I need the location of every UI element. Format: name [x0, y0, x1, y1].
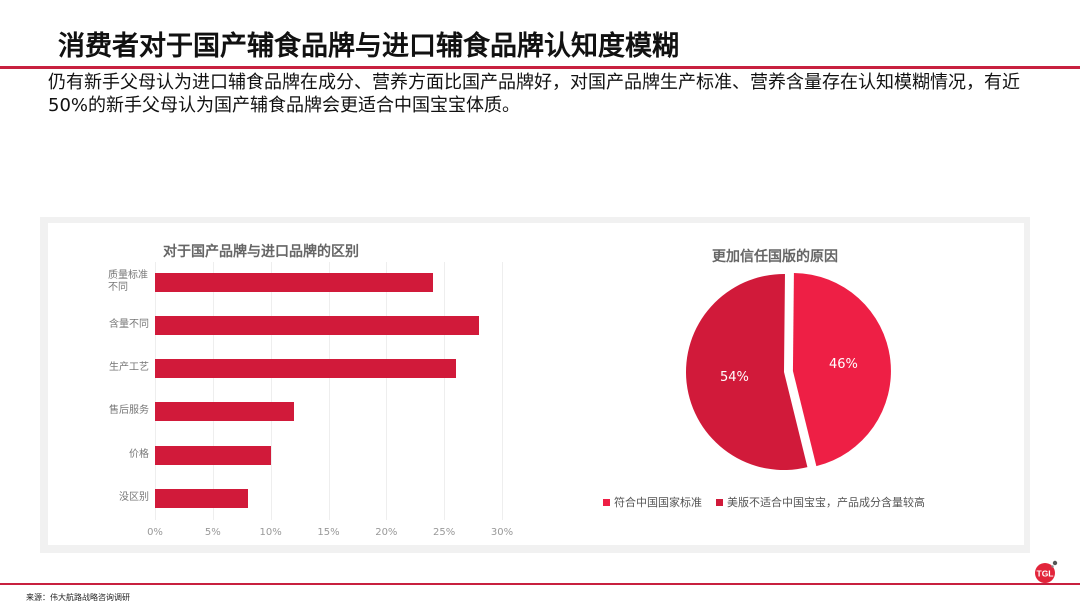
legend-label: 美版不适合中国宝宝，产品成分含量较高: [727, 496, 925, 509]
bar: [155, 489, 248, 508]
x-tick-label: 25%: [433, 527, 456, 538]
page-title: 消费者对于国产辅食品牌与进口辅食品牌认知度模糊: [58, 31, 679, 62]
legend-swatch-icon: [603, 498, 610, 506]
page-subtitle: 仍有新手父母认为进口辅食品牌在成分、营养方面比国产品牌好，对国产品牌生产标准、营…: [48, 72, 1020, 116]
pie-label-54: 54%: [720, 370, 749, 385]
pie-slice: [685, 274, 808, 470]
tgl-logo-icon: TGL: [1035, 560, 1058, 583]
bar: [155, 359, 456, 378]
pie-chart: [685, 272, 891, 470]
gridline: [386, 262, 388, 520]
legend-swatch-icon: [716, 498, 723, 506]
pie-legend: 符合中国国家标准 美版不适合中国宝宝，产品成分含量较高: [603, 494, 939, 510]
pie-chart-title: 更加信任国版的原因: [712, 249, 838, 265]
gridline: [212, 262, 214, 520]
bar: [155, 273, 433, 292]
bar-category-label: 价格: [129, 449, 149, 460]
bar-category-label: 生产工艺: [109, 362, 149, 373]
bar-category-label: 含量不同: [109, 319, 149, 330]
x-tick-label: 10%: [259, 527, 282, 538]
title-divider: [0, 66, 1080, 69]
legend-item-us-version-unsuitable: 美版不适合中国宝宝，产品成分含量较高: [716, 494, 925, 510]
source-note: 来源：伟大航路战略咨询调研: [26, 593, 130, 602]
x-tick-label: 20%: [375, 527, 398, 538]
gridline: [270, 262, 272, 520]
x-tick-label: 15%: [317, 527, 340, 538]
bar-category-label: 质量标准 不同: [108, 270, 148, 293]
gridline: [444, 262, 446, 520]
legend-item-national-standard: 符合中国国家标准: [603, 494, 702, 510]
x-tick-label: 5%: [204, 527, 221, 538]
legend-label: 符合中国国家标准: [614, 496, 702, 509]
bar: [155, 316, 479, 335]
gridline: [155, 262, 156, 520]
bar: [155, 402, 294, 421]
bar-chart-title: 对于国产品牌与进口品牌的区别: [163, 244, 359, 260]
pie-slice: [792, 272, 891, 467]
bar-category-label: 没区别: [119, 492, 149, 503]
bar-category-label: 售后服务: [109, 405, 149, 416]
gridline: [328, 262, 330, 520]
x-tick-label: 30%: [490, 527, 514, 538]
x-tick-label: 0%: [147, 527, 163, 538]
bar: [155, 446, 271, 465]
svg-text:TGL: TGL: [1037, 569, 1054, 579]
pie-label-46: 46%: [829, 357, 858, 372]
footer-divider: [0, 583, 1080, 585]
gridline: [502, 262, 503, 520]
